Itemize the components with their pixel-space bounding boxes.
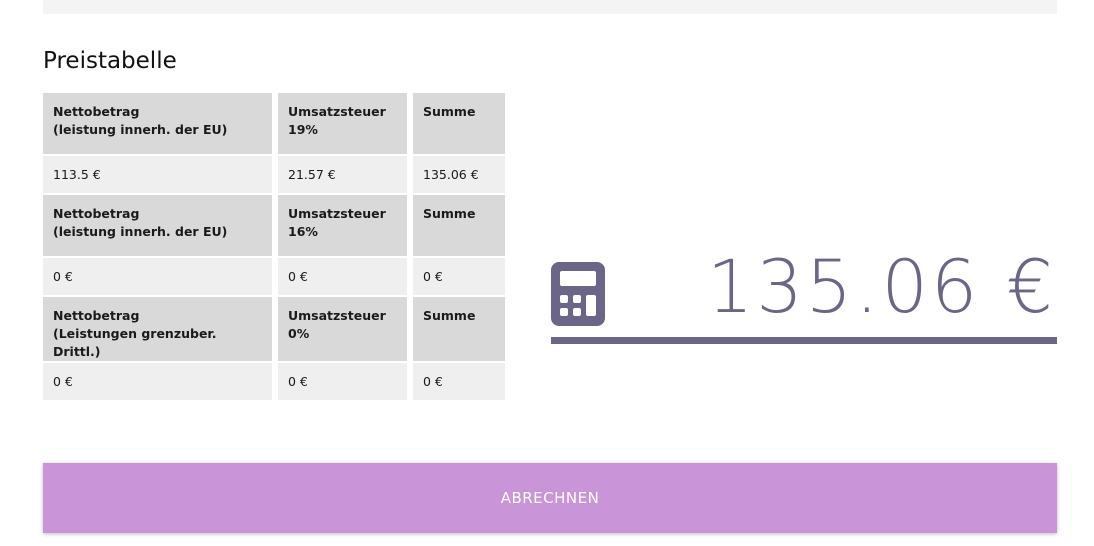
header-subtitle: (leistung innerh. der EU) — [53, 122, 228, 138]
cell-netto-0: 0 € — [43, 363, 278, 403]
abrechnen-button[interactable]: ABRECHNEN — [43, 463, 1057, 533]
cell-ust-19: 21.57 € — [278, 156, 413, 195]
header-ust-19: Umsatzsteuer 19% — [278, 93, 413, 156]
header-summe-16: Summe — [413, 195, 505, 258]
header-subtitle: (leistung innerh. der EU) — [53, 224, 228, 240]
header-summe-0: Summe — [413, 297, 505, 364]
table-header-row: Nettobetrag (leistung innerh. der EU) Um… — [43, 195, 505, 258]
table-header-row: Nettobetrag (Leistungen grenzuber. Dritt… — [43, 297, 505, 364]
header-netto-0: Nettobetrag (Leistungen grenzuber. Dritt… — [43, 297, 278, 364]
header-ust-0: Umsatzsteuer 0% — [278, 297, 413, 364]
header-title: Nettobetrag — [53, 206, 140, 221]
header-title: Umsatzsteuer 16% — [288, 206, 386, 240]
cell-summe-0: 0 € — [413, 363, 505, 403]
header-title: Umsatzsteuer 19% — [288, 104, 386, 138]
cell-netto-19: 113.5 € — [43, 156, 278, 195]
table-data-row: 0 € 0 € 0 € — [43, 258, 505, 297]
page-title: Preistabelle — [43, 48, 177, 74]
price-table: Nettobetrag (leistung innerh. der EU) Um… — [43, 93, 505, 403]
header-title: Nettobetrag — [53, 104, 140, 119]
cell-ust-16: 0 € — [278, 258, 413, 297]
total-amount: 135.06 € — [706, 245, 1056, 330]
table-data-row: 113.5 € 21.57 € 135.06 € — [43, 156, 505, 195]
table-header-row: Nettobetrag (leistung innerh. der EU) Um… — [43, 93, 505, 156]
header-subtitle: (Leistungen grenzuber. Drittl.) — [53, 326, 217, 360]
header-netto-16: Nettobetrag (leistung innerh. der EU) — [43, 195, 278, 258]
cell-summe-16: 0 € — [413, 258, 505, 297]
header-title: Summe — [423, 308, 476, 323]
header-title: Summe — [423, 104, 476, 119]
cell-netto-16: 0 € — [43, 258, 278, 297]
header-title: Summe — [423, 206, 476, 221]
top-bar — [43, 0, 1057, 14]
calculator-screen — [560, 271, 596, 286]
header-title: Umsatzsteuer 0% — [288, 308, 386, 342]
table-data-row: 0 € 0 € 0 € — [43, 363, 505, 403]
header-title: Nettobetrag — [53, 308, 140, 323]
cell-ust-0: 0 € — [278, 363, 413, 403]
header-ust-16: Umsatzsteuer 16% — [278, 195, 413, 258]
header-summe-19: Summe — [413, 93, 505, 156]
calculator-icon — [551, 262, 605, 326]
summary-underline — [551, 337, 1057, 344]
cell-summe-19: 135.06 € — [413, 156, 505, 195]
header-netto-19: Nettobetrag (leistung innerh. der EU) — [43, 93, 278, 156]
